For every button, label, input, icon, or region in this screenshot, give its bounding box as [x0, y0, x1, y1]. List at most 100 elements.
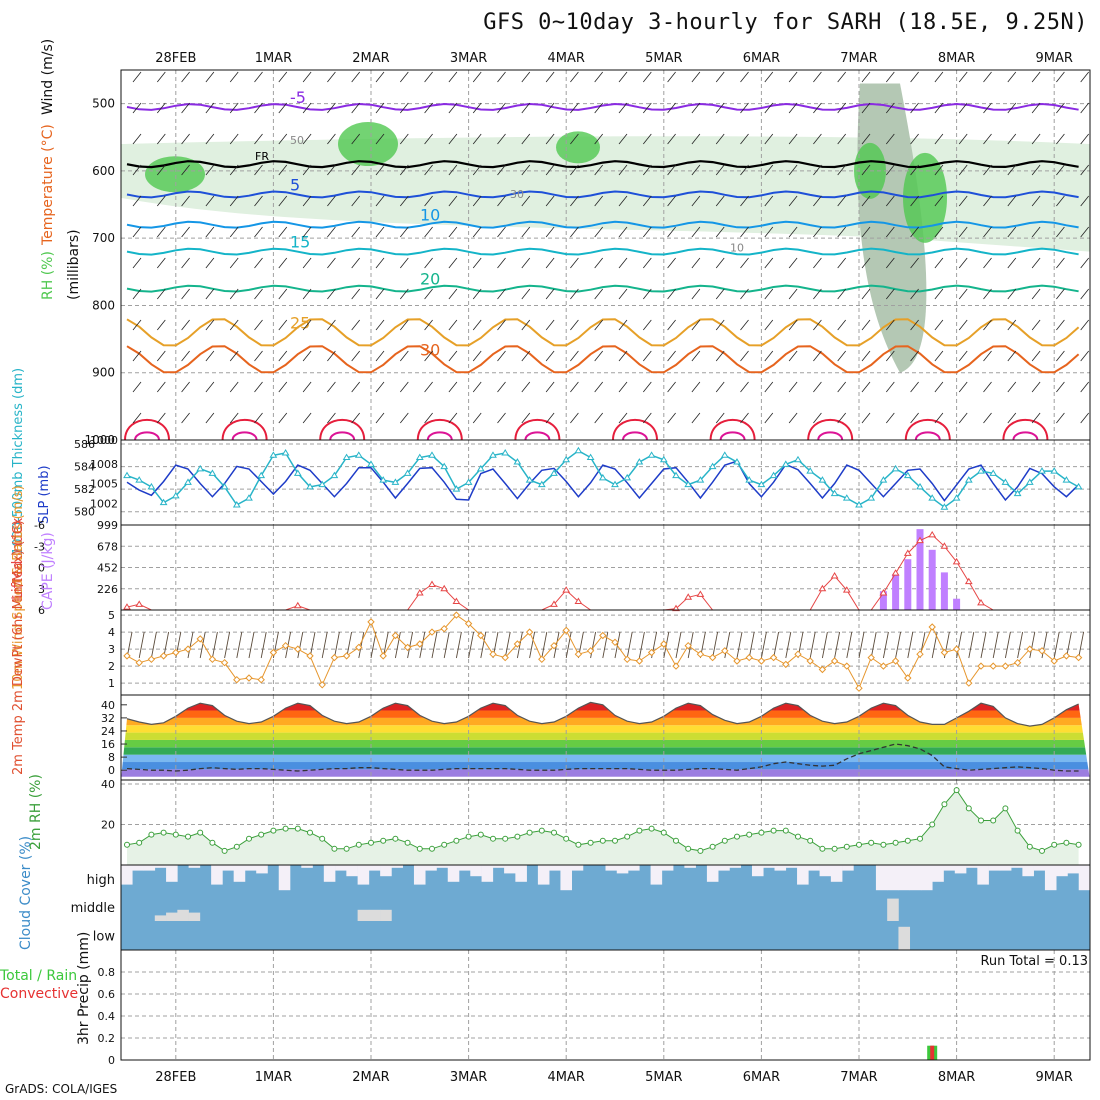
wind-barb	[497, 102, 506, 114]
wind-barb	[302, 195, 312, 207]
wind-barb	[861, 102, 871, 114]
wind-barb	[910, 133, 919, 145]
wind-barb	[958, 288, 968, 300]
isotherm-label--5: -5	[290, 88, 306, 107]
rh-marker	[270, 827, 277, 834]
wind-barb	[424, 164, 433, 176]
wind-speed-marker	[172, 648, 180, 657]
cloud-gap	[875, 865, 888, 891]
thickness-marker	[672, 471, 680, 479]
wind-barb	[132, 412, 142, 424]
time-label-top: 9MAR	[1035, 51, 1072, 66]
wind-barb	[642, 102, 652, 114]
wind-barb	[278, 195, 288, 207]
wind-barb	[764, 350, 774, 362]
rh-marker	[343, 845, 350, 852]
wind-barb	[181, 319, 190, 331]
wind-barb	[813, 350, 822, 362]
wind-barb	[302, 381, 312, 393]
wind-barb	[642, 226, 652, 238]
wind-barb	[254, 133, 263, 145]
wind-barb	[570, 288, 579, 300]
wind-barb	[910, 102, 919, 114]
surface-wind-barb	[187, 631, 194, 659]
wind-barb	[983, 102, 992, 114]
pressure-tick-label: 900	[92, 366, 115, 380]
cloud-gap	[999, 865, 1012, 871]
thickness-marker	[257, 471, 266, 479]
wind-speed-marker	[538, 655, 546, 664]
wind-barb	[1031, 102, 1041, 114]
wind-speed-marker	[1026, 645, 1034, 653]
thickness-marker	[196, 464, 205, 472]
cloud-gap	[1067, 865, 1080, 874]
surface-wind-barb	[297, 631, 304, 659]
lifted-index-marker	[684, 593, 693, 600]
lifted-index-marker	[452, 597, 461, 604]
thickness-marker	[330, 471, 339, 479]
surface-isotherm-loop	[817, 431, 844, 441]
wind-barb	[375, 319, 385, 331]
wind-barb	[885, 164, 895, 176]
thickness-marker	[1074, 482, 1083, 490]
wind-barb	[327, 71, 336, 83]
wind-barb	[1007, 381, 1017, 393]
wind-speed-marker	[1013, 658, 1022, 667]
wind-barb	[1031, 412, 1041, 424]
thickness-marker	[293, 469, 302, 476]
wind-barb	[399, 288, 409, 300]
wind-barb	[667, 164, 676, 176]
wind-barb	[351, 195, 361, 207]
cloud-layer-middle	[887, 898, 899, 921]
wind-barb	[1031, 288, 1041, 300]
wind-barb	[278, 288, 288, 300]
isotherm-25	[126, 318, 1080, 347]
wind-barb	[934, 164, 944, 176]
wind-barb	[302, 226, 312, 238]
surface-isotherm-loop	[221, 418, 268, 441]
wind-barb	[958, 71, 968, 83]
wind-barb	[205, 381, 215, 393]
lifted-index-marker	[574, 597, 583, 604]
surface-wind-barb	[858, 631, 865, 659]
lifted-index-marker	[940, 542, 949, 549]
wind-barb	[521, 102, 531, 114]
wind-barb	[351, 319, 361, 331]
rh-marker	[526, 829, 533, 836]
rh-marker	[1039, 847, 1045, 854]
wind-barb	[472, 71, 482, 83]
thickness-marker	[1013, 489, 1022, 497]
wind-speed-marker	[159, 652, 168, 660]
wind-barb	[545, 319, 555, 331]
thickness-marker	[928, 494, 937, 501]
wind-barb	[1056, 71, 1065, 83]
wind-speed-marker	[745, 653, 753, 662]
wind-barb	[691, 164, 701, 176]
wind-barb	[375, 288, 385, 300]
wind-barb	[156, 350, 166, 362]
surface-wind-barb	[956, 631, 963, 659]
wind-barb	[813, 102, 822, 114]
cloud-gap	[1022, 865, 1034, 877]
cloud-gap	[988, 865, 1001, 871]
surface-wind-barb	[748, 631, 755, 659]
wind-speed-marker	[1050, 657, 1058, 665]
cloud-gap	[797, 865, 809, 885]
cloud-gap	[166, 865, 178, 882]
cloud-gap	[413, 865, 426, 885]
wind-barb	[1007, 71, 1017, 83]
cloud-gap	[661, 865, 674, 871]
wind-barb	[205, 164, 215, 176]
rh-marker	[1063, 839, 1070, 846]
wind-barb	[618, 226, 628, 238]
wind-barb	[1031, 226, 1041, 238]
wind-barb	[1080, 195, 1090, 207]
wind-barb	[958, 195, 968, 207]
time-label-top: 28FEB	[155, 51, 196, 66]
wind-barb	[1080, 350, 1090, 362]
rh-marker	[917, 835, 923, 842]
wind-barb	[691, 257, 701, 269]
cloud-layer-middle	[166, 912, 178, 921]
wind-barb	[934, 133, 944, 145]
wind-barb	[910, 319, 919, 331]
